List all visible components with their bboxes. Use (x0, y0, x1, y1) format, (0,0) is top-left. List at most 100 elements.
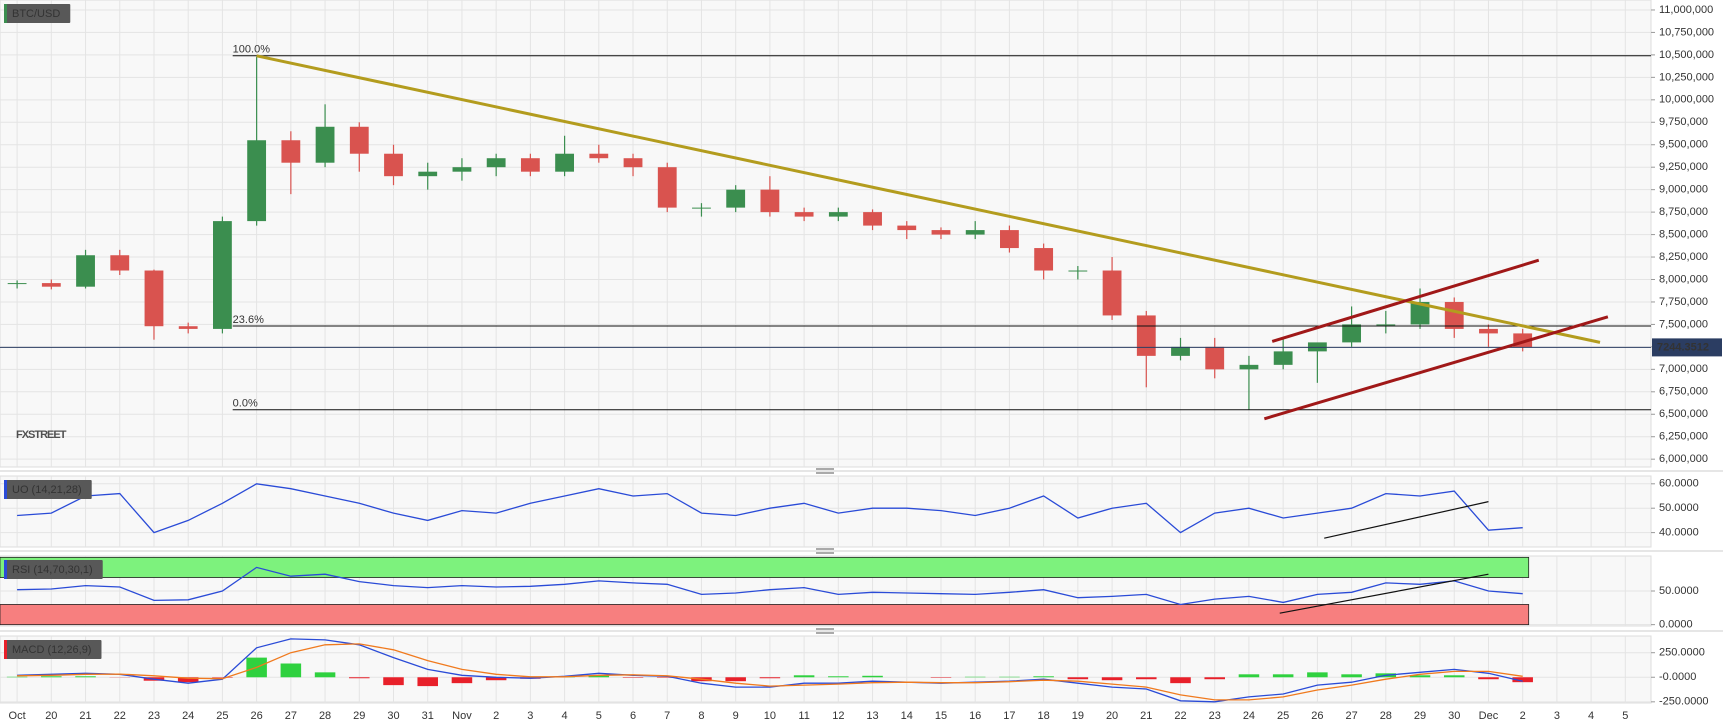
x-tick-label: 25 (1277, 710, 1289, 722)
y-tick-label: 60.0000 (1659, 478, 1699, 490)
histogram-bar (1238, 674, 1260, 678)
candle-body (692, 207, 711, 209)
x-tick-label: 8 (698, 710, 704, 722)
candle-body (863, 212, 882, 226)
candle-body (1000, 230, 1019, 249)
x-tick-label: Oct (9, 710, 26, 722)
plot (0, 476, 1651, 547)
y-tick-label: -250.0000 (1659, 696, 1709, 708)
last-price-box (1652, 338, 1722, 357)
y-tick-label: 6,500,000 (1659, 408, 1708, 420)
y-tick-label: 6,750,000 (1659, 386, 1708, 398)
candle-body (452, 167, 472, 172)
plot (0, 636, 1651, 703)
series-line (17, 483, 1523, 534)
x-tick-label: 26 (1311, 710, 1323, 722)
histogram-bar (862, 675, 883, 678)
candle-body (726, 189, 746, 208)
histogram-bar (725, 677, 746, 682)
candle-body (828, 212, 848, 217)
legend-accent (4, 480, 7, 499)
candle-body (213, 221, 232, 329)
legend-box (4, 560, 103, 579)
trendline (1279, 573, 1489, 614)
y-tick-label: 9,000,000 (1659, 184, 1708, 196)
histogram-bar (1272, 674, 1294, 678)
x-tick-label: 21 (1140, 710, 1152, 722)
panel: 40.0000 50.0000 60.0000 UO (14,21,28) (0, 475, 1699, 548)
x-tick-label: 31 (422, 710, 434, 722)
legend: MACD (12,26,9) (4, 640, 102, 659)
candle-body (349, 126, 369, 154)
candle-body (965, 230, 985, 235)
x-tick-label: 15 (935, 710, 947, 722)
trendline (1324, 501, 1489, 539)
candle-body (247, 140, 267, 222)
histogram-bar (1170, 677, 1191, 684)
series-line (17, 643, 1523, 701)
panel-background (0, 635, 1652, 704)
candle-body (657, 167, 677, 208)
legend-title: RSI (14,70,30,1) (12, 564, 93, 576)
x-tick-label: 29 (353, 710, 365, 722)
x-tick-label: 28 (319, 710, 331, 722)
x-tick-label: 14 (901, 710, 913, 722)
histogram-bar (451, 677, 473, 684)
candle-body (315, 126, 335, 163)
x-tick-label: 29 (1414, 710, 1426, 722)
histogram-bar (1409, 675, 1431, 678)
y-tick-label: 8,000,000 (1659, 273, 1708, 285)
fib-label: 23.6% (233, 314, 264, 326)
y-tick-label: 0.0000 (1659, 619, 1693, 631)
x-tick-label: 2 (493, 710, 499, 722)
x-tick-label: Nov (452, 710, 472, 722)
candle-body (1171, 346, 1190, 356)
histogram-bar (280, 663, 302, 678)
x-tick-label: 16 (969, 710, 981, 722)
candle-body (931, 230, 951, 235)
candle-body (1068, 270, 1088, 272)
histogram-bar (793, 675, 815, 678)
x-tick-label: 24 (182, 710, 194, 722)
legend-accent (4, 4, 7, 23)
trendline (1263, 315, 1609, 421)
histogram-bar (349, 677, 370, 679)
candle-body (1205, 346, 1225, 370)
x-tick-label: 18 (1038, 710, 1050, 722)
panel: 250.0000 -0.0000 -250.0000 MACD (12,26,9) Oc… (0, 635, 1709, 722)
y-tick-label: 40.0000 (1659, 527, 1699, 539)
candle-body (178, 326, 198, 329)
watermark: FXSTREET (16, 429, 67, 441)
candle-body (1444, 301, 1464, 329)
legend-box (4, 4, 71, 23)
band (0, 604, 1530, 626)
candle-body (7, 283, 27, 285)
candle-body (384, 153, 403, 177)
candle-body (623, 158, 643, 168)
histogram-bar (177, 677, 199, 683)
x-tick-label: 10 (764, 710, 776, 722)
y-tick-label: 50.0000 (1659, 585, 1699, 597)
legend-accent (4, 640, 7, 659)
histogram-bar (1443, 675, 1465, 678)
histogram-bar (1341, 674, 1362, 678)
candle-body (1376, 324, 1396, 326)
x-tick-label: 13 (866, 710, 878, 722)
panel: 100.0% 23.6% 0.0% 6,000,000 6,250,000 6,500,0… (0, 0, 1722, 468)
x-tick-label: 4 (1588, 710, 1594, 722)
histogram-bar (41, 676, 62, 678)
histogram-bar (759, 677, 781, 679)
legend-title: BTC/USD (12, 8, 60, 20)
trendline (1271, 258, 1540, 343)
candle-body (1102, 270, 1122, 316)
legend: RSI (14,70,30,1) (4, 560, 103, 579)
legend-title: MACD (12,26,9) (12, 644, 91, 656)
y-tick-label: 50.0000 (1659, 502, 1699, 514)
candle-body (1239, 364, 1259, 370)
candle-body (76, 255, 95, 287)
legend: BTC/USD (4, 4, 71, 23)
candle-body (794, 212, 814, 217)
x-tick-label: 20 (1106, 710, 1118, 722)
y-tick-label: 11,000,000 (1659, 4, 1713, 16)
